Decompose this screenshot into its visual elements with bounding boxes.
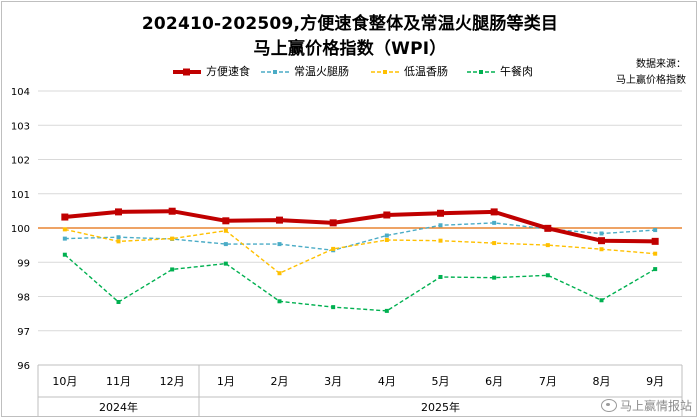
series-line-2 xyxy=(64,222,656,252)
y-tick-label: 100 xyxy=(11,224,30,235)
series-3-point xyxy=(599,247,604,252)
series-line-3 xyxy=(64,228,656,274)
series-4-point xyxy=(438,274,443,279)
series-1-point xyxy=(329,219,337,227)
x-tick-label: 7月 xyxy=(539,375,557,388)
data-source-note: 数据来源： 马上赢价格指数 xyxy=(616,57,686,89)
series-1-point xyxy=(490,208,498,216)
series-4-point xyxy=(116,299,121,304)
series-2-point xyxy=(277,242,282,247)
series-3-point xyxy=(545,243,550,248)
x-tick-label: 11月 xyxy=(106,375,131,388)
y-tick-label: 101 xyxy=(11,190,30,201)
series-3-point xyxy=(116,239,121,244)
series-3-point xyxy=(277,271,282,276)
series-1-point xyxy=(168,207,176,215)
series-3-point xyxy=(170,236,175,241)
series-1-point xyxy=(651,237,659,245)
series-2-point xyxy=(223,242,228,247)
series-1-point xyxy=(544,224,552,232)
y-tick-label: 99 xyxy=(17,258,30,269)
x-tick-label: 2月 xyxy=(271,375,289,388)
series-2-point xyxy=(384,233,389,238)
x-tick-label: 1月 xyxy=(217,375,235,388)
y-tick-label: 102 xyxy=(11,156,30,167)
series-4-point xyxy=(599,298,604,303)
y-tick-label: 96 xyxy=(17,361,30,372)
x-tick-label: 12月 xyxy=(160,375,185,388)
series-1-point xyxy=(598,237,605,245)
x-tick-label: 9月 xyxy=(646,375,664,388)
series-4-point xyxy=(62,252,67,257)
legend-label: 常温火腿肠 xyxy=(294,65,349,78)
watermark-text: 马上赢情报站 xyxy=(619,399,692,413)
series-1-point xyxy=(222,217,230,225)
x-tick-label: 5月 xyxy=(432,375,450,388)
series-3-point xyxy=(223,228,228,233)
series-2-point xyxy=(62,236,67,241)
series-2-point xyxy=(599,231,604,236)
weibo-logo-icon xyxy=(600,399,617,412)
series-1-point xyxy=(437,209,444,217)
series-3-point xyxy=(492,241,497,246)
series-2-point xyxy=(438,223,443,228)
series-3-point xyxy=(331,246,336,251)
x-tick-label: 10月 xyxy=(52,375,77,388)
y-tick-label: 104 xyxy=(11,87,30,98)
series-2-point xyxy=(492,220,497,225)
year-label: 2024年 xyxy=(99,400,138,414)
series-4-point xyxy=(331,305,336,310)
series-4-point xyxy=(492,275,497,280)
series-1-point xyxy=(61,213,69,221)
series-3-point xyxy=(62,227,67,232)
source-name: 马上赢价格指数 xyxy=(616,75,686,86)
watermark: 马上赢情报站 xyxy=(600,397,692,414)
series-4-point xyxy=(384,308,389,313)
series-1-point xyxy=(383,211,391,219)
legend-label: 午餐肉 xyxy=(500,65,533,78)
series-line-4 xyxy=(64,254,656,312)
y-tick-label: 103 xyxy=(11,121,30,132)
series-4-point xyxy=(223,261,228,266)
series-4-point xyxy=(277,299,282,304)
series-line-1 xyxy=(64,209,656,244)
series-3-point xyxy=(653,251,658,256)
series-2-point xyxy=(653,228,658,233)
x-tick-label: 3月 xyxy=(324,375,342,388)
series-3-point xyxy=(384,237,389,242)
series-4-point xyxy=(653,267,658,272)
series-3-point xyxy=(438,238,443,243)
legend-label: 方便速食 xyxy=(206,65,250,78)
chart-legend: 方便速食 常温火腿肠 低温香肠 午餐肉 xyxy=(0,63,700,81)
x-tick-label: 8月 xyxy=(593,375,611,388)
y-tick-label: 97 xyxy=(17,327,30,338)
series-1-point xyxy=(115,208,122,216)
source-label: 数据来源： xyxy=(636,59,686,70)
series-1-point xyxy=(276,216,283,224)
x-tick-label: 4月 xyxy=(378,375,396,388)
legend-label: 低温香肠 xyxy=(404,65,448,78)
chart-title: 202410-202509,方便速食整体及常温火腿肠等类目 xyxy=(141,14,559,34)
series-4-point xyxy=(170,267,175,272)
year-label: 2025年 xyxy=(421,400,460,414)
series-4-point xyxy=(545,273,550,278)
series-2-point xyxy=(116,235,121,240)
y-tick-label: 98 xyxy=(17,293,30,304)
x-tick-label: 6月 xyxy=(485,375,503,388)
chart-subtitle: 马上赢价格指数（WPI） xyxy=(253,39,447,59)
